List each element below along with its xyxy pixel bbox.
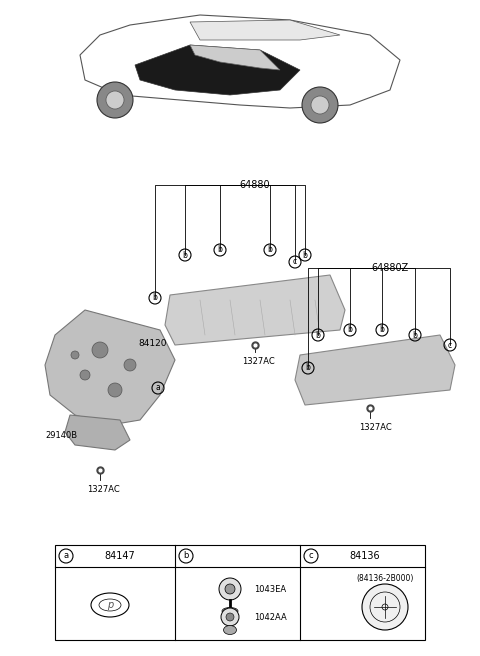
- Text: 84120: 84120: [138, 338, 167, 348]
- Text: b: b: [306, 363, 311, 373]
- Polygon shape: [165, 275, 345, 345]
- Circle shape: [226, 613, 234, 621]
- Circle shape: [71, 351, 79, 359]
- Bar: [55, 545, 425, 640]
- Text: 1042AA: 1042AA: [254, 613, 287, 621]
- Circle shape: [225, 584, 235, 594]
- Text: b: b: [315, 331, 321, 340]
- Circle shape: [302, 87, 338, 123]
- Text: 1327AC: 1327AC: [241, 358, 275, 367]
- Text: b: b: [217, 245, 222, 255]
- Text: 29140B: 29140B: [45, 430, 77, 440]
- Text: c: c: [448, 340, 452, 350]
- Ellipse shape: [222, 607, 238, 615]
- Circle shape: [221, 608, 239, 626]
- Text: 1327AC: 1327AC: [86, 485, 120, 495]
- Text: b: b: [267, 245, 273, 255]
- Polygon shape: [190, 20, 340, 40]
- Text: (84136-2B000): (84136-2B000): [356, 573, 414, 583]
- Text: a: a: [156, 384, 160, 392]
- Text: 64880Z: 64880Z: [372, 263, 408, 273]
- Text: 1327AC: 1327AC: [359, 424, 391, 432]
- Circle shape: [362, 584, 408, 630]
- Ellipse shape: [224, 626, 237, 634]
- Circle shape: [92, 342, 108, 358]
- Circle shape: [219, 578, 241, 600]
- Polygon shape: [295, 335, 455, 405]
- Text: p: p: [107, 600, 113, 610]
- Text: b: b: [302, 251, 307, 260]
- Text: c: c: [309, 552, 313, 560]
- Circle shape: [108, 383, 122, 397]
- Text: 1043EA: 1043EA: [254, 584, 286, 594]
- Circle shape: [97, 82, 133, 118]
- Text: c: c: [293, 258, 297, 266]
- Text: 84147: 84147: [105, 551, 135, 561]
- Circle shape: [80, 370, 90, 380]
- Circle shape: [106, 91, 124, 109]
- Text: b: b: [182, 251, 187, 260]
- Text: 64880: 64880: [240, 180, 270, 190]
- Polygon shape: [45, 310, 175, 425]
- Text: 84136: 84136: [350, 551, 380, 561]
- Polygon shape: [135, 45, 300, 95]
- Circle shape: [311, 96, 329, 114]
- Polygon shape: [65, 415, 130, 450]
- Text: b: b: [183, 552, 189, 560]
- Text: b: b: [153, 293, 157, 302]
- Text: b: b: [380, 325, 384, 335]
- Circle shape: [124, 359, 136, 371]
- Text: a: a: [63, 552, 69, 560]
- Text: b: b: [413, 331, 418, 340]
- Text: b: b: [348, 325, 352, 335]
- Polygon shape: [190, 45, 280, 70]
